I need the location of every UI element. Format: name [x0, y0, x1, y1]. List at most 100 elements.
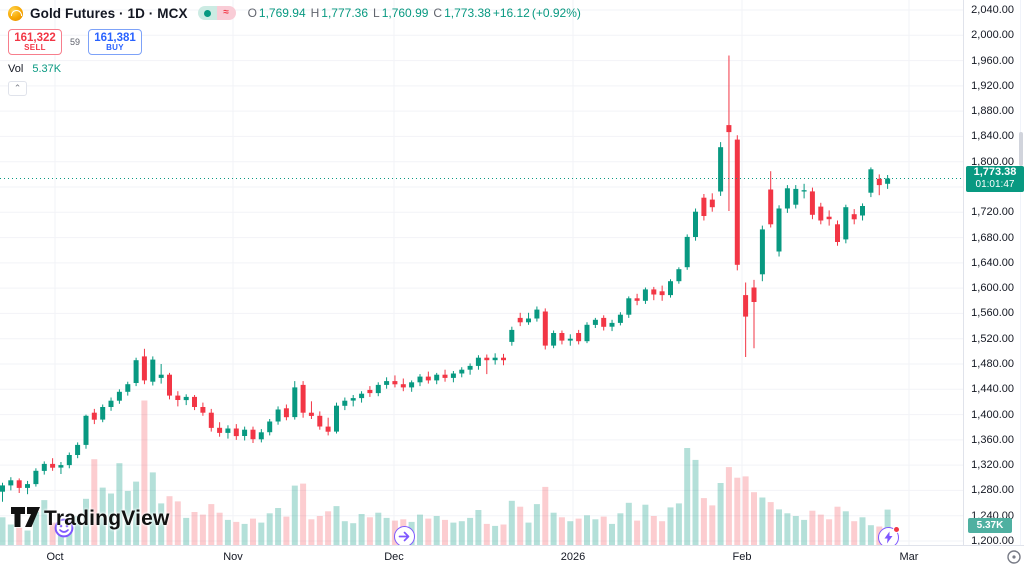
- volume-indicator-row[interactable]: Vol 5.37K: [8, 63, 586, 75]
- candle-body: [651, 289, 657, 295]
- price-tick: 1,200.00: [971, 535, 1014, 547]
- volume-bar: [709, 505, 716, 545]
- volume-bar: [834, 506, 841, 545]
- time-axis[interactable]: Oct Nov Dec 2026 Feb Mar: [0, 545, 1024, 568]
- candle-body: [425, 376, 431, 381]
- volume-bar: [291, 485, 298, 545]
- price-tick: 1,280.00: [971, 484, 1014, 497]
- candle-body: [609, 322, 615, 327]
- candle-body: [66, 455, 72, 466]
- candle-body: [434, 374, 440, 381]
- price-tick: 1,840.00: [971, 130, 1014, 143]
- candle-body: [709, 199, 715, 208]
- buy-button[interactable]: 161,381 BUY: [88, 29, 143, 55]
- last-price-value: 1,773.38: [973, 165, 1017, 178]
- candle-body: [192, 396, 197, 407]
- volume-value: 5.37K: [32, 63, 62, 75]
- candle-body: [793, 188, 799, 205]
- candle-body: [16, 480, 22, 488]
- candle-body: [517, 317, 523, 323]
- volume-bar: [7, 524, 14, 545]
- symbol-title[interactable]: Gold Futures · 1D · MCX: [30, 5, 188, 21]
- volume-key: Vol: [8, 63, 24, 75]
- volume-bar: [183, 517, 190, 545]
- volume-bar: [575, 518, 582, 545]
- candle-body: [167, 374, 172, 396]
- candle-body: [584, 324, 590, 342]
- change-value: +16.12: [492, 6, 530, 20]
- candle-body: [350, 398, 356, 401]
- volume-bar: [508, 500, 515, 545]
- candle-body: [542, 311, 548, 346]
- sell-button[interactable]: 161,322 SELL: [8, 29, 62, 55]
- time-tick-oct: Oct: [46, 551, 64, 563]
- candle-body: [484, 357, 490, 361]
- candle-body: [459, 369, 465, 374]
- timezone-settings-icon[interactable]: [1006, 549, 1022, 565]
- candle-body: [334, 405, 339, 432]
- volume-bar: [333, 506, 340, 545]
- volume-bar: [617, 513, 624, 545]
- volume-bar: [250, 518, 256, 545]
- volume-bar: [684, 448, 691, 545]
- candle-body: [851, 214, 857, 220]
- volume-bar: [233, 521, 240, 545]
- volume-bar: [208, 504, 215, 545]
- price-tick: 1,640.00: [971, 256, 1014, 269]
- volume-bar: [241, 523, 248, 545]
- candle-body: [467, 365, 473, 370]
- chart-canvas[interactable]: [0, 0, 963, 545]
- volume-bar: [366, 517, 373, 545]
- price-tick: 1,440.00: [971, 383, 1014, 396]
- market-status-toggle[interactable]: ≈: [197, 6, 236, 20]
- gridlines: [0, 0, 963, 545]
- volume-bar: [492, 525, 499, 545]
- candle-body: [509, 329, 515, 342]
- event-arrow-icon[interactable]: [393, 525, 415, 547]
- candle-body: [417, 376, 423, 383]
- volume-bar: [24, 530, 31, 545]
- last-price-label: 1,773.38 01:01:47: [966, 165, 1024, 192]
- candle-body: [342, 400, 348, 406]
- volume-bar: [450, 522, 457, 545]
- volume-bars: [0, 400, 891, 545]
- sell-price: 161,322: [14, 31, 56, 44]
- volume-bar: [483, 523, 490, 545]
- volume-bar: [16, 527, 23, 545]
- candle-body: [576, 333, 582, 342]
- candle-body: [300, 384, 306, 413]
- time-tick-nov: Nov: [223, 551, 243, 563]
- volume-bar: [49, 522, 56, 545]
- time-tick-2026: 2026: [560, 551, 586, 563]
- candle-body: [526, 318, 531, 323]
- candle-body: [617, 314, 623, 323]
- volume-axis-label: 5.37K: [968, 518, 1012, 533]
- change-percent: (+0.92%): [531, 6, 581, 20]
- tradingview-logo-icon: [11, 507, 40, 527]
- volume-bar: [0, 517, 6, 545]
- chart-header: Gold Futures · 1D · MCX ≈ O 1,769.94 H 1…: [8, 4, 586, 96]
- time-tick-mar: Mar: [899, 551, 919, 563]
- collapse-panel-button[interactable]: ⌃: [8, 81, 27, 96]
- sell-label: SELL: [24, 42, 46, 52]
- volume-bar: [141, 400, 148, 545]
- notifications-squiggle-icon: ≈: [216, 6, 236, 20]
- price-scale-scrollbar[interactable]: [1019, 132, 1023, 166]
- price-axis[interactable]: 2,040.00 2,000.00 1,960.00 1,920.00 1,880.00…: [963, 0, 1024, 547]
- price-tick: 1,960.00: [971, 54, 1014, 67]
- volume-bar: [467, 517, 474, 545]
- candle-body: [567, 338, 573, 341]
- candle-body: [217, 427, 223, 433]
- candle-body: [58, 465, 64, 468]
- volume-bar: [659, 521, 666, 545]
- price-tick: 2,040.00: [971, 4, 1014, 16]
- volume-bar: [650, 516, 657, 545]
- volume-bar: [625, 502, 632, 545]
- candle-body: [776, 208, 782, 252]
- volume-bar: [567, 521, 574, 545]
- market-open-dot-icon: [197, 6, 217, 20]
- price-tick: 1,400.00: [971, 408, 1014, 421]
- volume-bar: [809, 510, 816, 545]
- volume-bar: [41, 500, 48, 545]
